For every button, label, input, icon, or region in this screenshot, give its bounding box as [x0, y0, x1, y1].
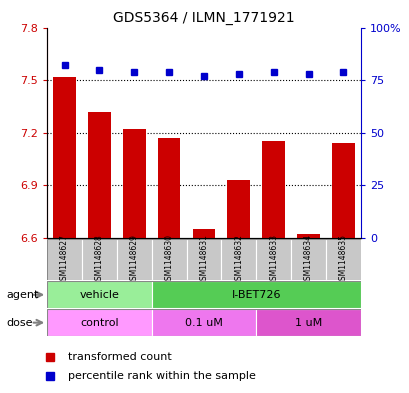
Bar: [221, 239, 256, 280]
Bar: [256, 239, 290, 280]
Bar: [227, 180, 249, 238]
Text: GSM1148628: GSM1148628: [95, 234, 103, 285]
Bar: [47, 309, 151, 336]
Bar: [88, 112, 110, 238]
Bar: [325, 239, 360, 280]
Bar: [117, 239, 151, 280]
Text: control: control: [80, 318, 119, 328]
Text: GSM1148630: GSM1148630: [164, 234, 173, 285]
Text: GSM1148631: GSM1148631: [199, 234, 208, 285]
Bar: [82, 239, 117, 280]
Text: transformed count: transformed count: [67, 352, 171, 362]
Bar: [157, 138, 180, 238]
Bar: [186, 239, 221, 280]
Text: GSM1148633: GSM1148633: [269, 234, 277, 285]
Bar: [47, 239, 82, 280]
Bar: [47, 281, 151, 308]
Bar: [256, 309, 360, 336]
Text: GSM1148627: GSM1148627: [60, 234, 69, 285]
Bar: [192, 229, 215, 238]
Bar: [123, 129, 145, 238]
Text: dose: dose: [6, 318, 33, 328]
Text: 0.1 uM: 0.1 uM: [184, 318, 222, 328]
Text: vehicle: vehicle: [79, 290, 119, 300]
Text: GSM1148635: GSM1148635: [338, 234, 347, 285]
Bar: [151, 239, 186, 280]
Bar: [290, 239, 325, 280]
Text: agent: agent: [6, 290, 38, 300]
Text: I-BET726: I-BET726: [231, 290, 280, 300]
Text: percentile rank within the sample: percentile rank within the sample: [67, 371, 255, 382]
Title: GDS5364 / ILMN_1771921: GDS5364 / ILMN_1771921: [113, 11, 294, 25]
Bar: [331, 143, 354, 238]
Bar: [262, 141, 284, 238]
Text: GSM1148632: GSM1148632: [234, 234, 243, 285]
Bar: [53, 77, 76, 238]
Bar: [151, 309, 256, 336]
Text: GSM1148634: GSM1148634: [303, 234, 312, 285]
Text: 1 uM: 1 uM: [294, 318, 321, 328]
Text: GSM1148629: GSM1148629: [130, 234, 138, 285]
Bar: [297, 234, 319, 238]
Bar: [151, 281, 360, 308]
